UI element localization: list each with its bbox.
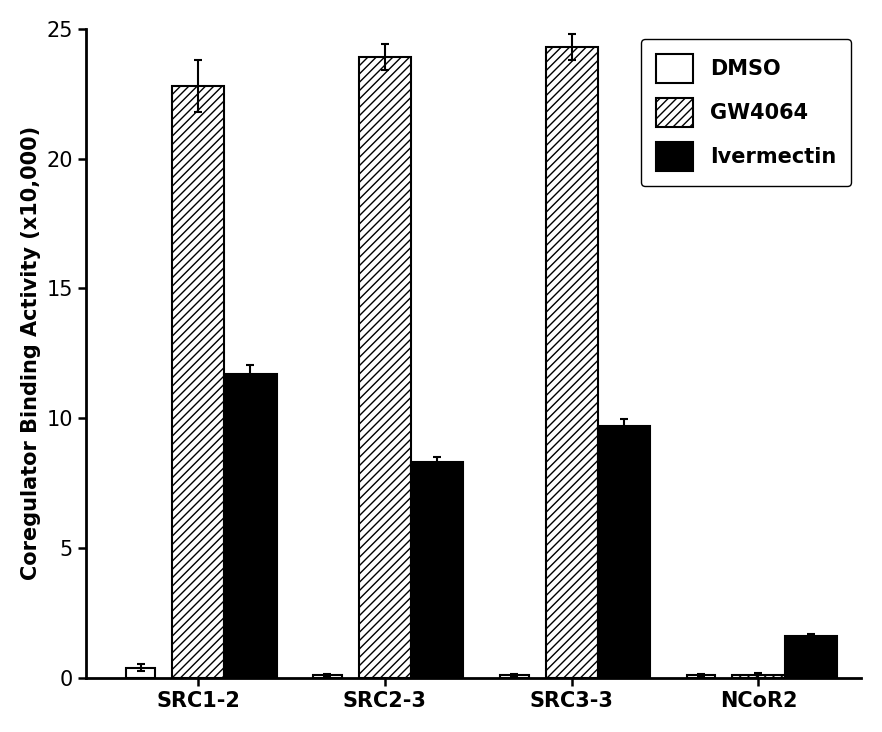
- Bar: [785, 636, 837, 678]
- Bar: [224, 374, 277, 678]
- Bar: [126, 668, 155, 678]
- Bar: [686, 676, 715, 678]
- Bar: [411, 463, 463, 678]
- Bar: [598, 426, 650, 678]
- Bar: [172, 86, 224, 678]
- Y-axis label: Coregulator Binding Activity (x10,000): Coregulator Binding Activity (x10,000): [21, 127, 41, 580]
- Bar: [359, 57, 411, 678]
- Bar: [313, 676, 341, 678]
- Bar: [500, 676, 528, 678]
- Legend: DMSO, GW4064, Ivermectin: DMSO, GW4064, Ivermectin: [641, 40, 851, 186]
- Bar: [546, 47, 598, 678]
- Bar: [732, 676, 785, 678]
